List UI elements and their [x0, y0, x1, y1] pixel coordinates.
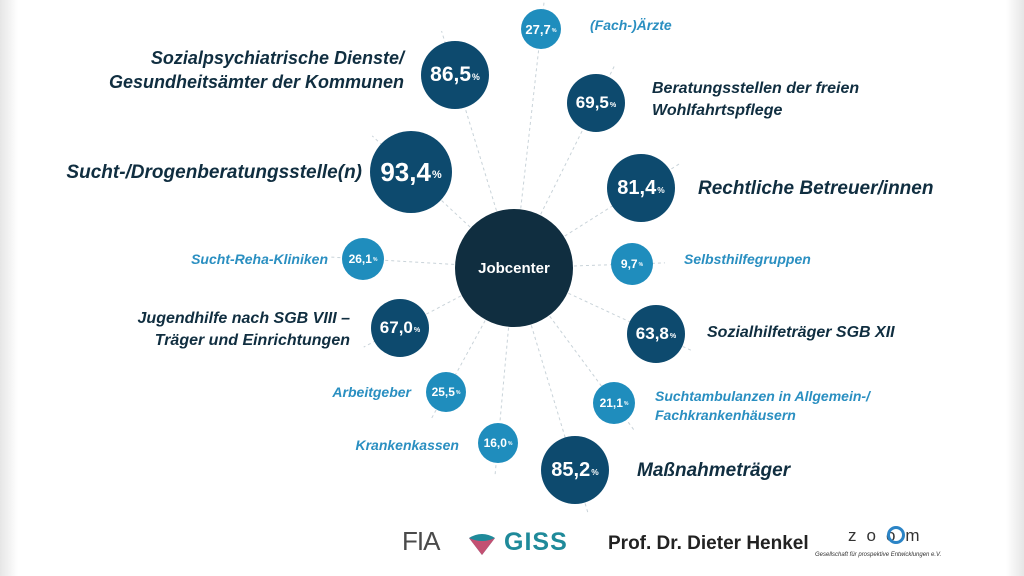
giss-logo-icon — [469, 534, 495, 555]
node-unit: % — [507, 441, 513, 448]
node-sozialpsychiatrie: 86,5% — [421, 41, 489, 109]
jobcenter-label: Jobcenter — [478, 259, 550, 277]
label-line: Rechtliche Betreuer/innen — [698, 178, 934, 199]
node-unit: % — [591, 467, 599, 478]
jobcenter-hub: Jobcenter — [455, 209, 573, 327]
node-unit: % — [669, 331, 677, 340]
label-line: Gesundheitsämter der Kommunen — [108, 72, 404, 93]
node-suchtambulanzen: 21,1% — [593, 382, 635, 424]
label-line: Wohlfahrtspflege — [652, 101, 783, 119]
label-line: Krankenkassen — [355, 437, 459, 453]
label-line: Jugendhilfe nach SGB VIII – — [137, 310, 350, 327]
author-name: Prof. Dr. Dieter Henkel — [608, 533, 809, 554]
node-unit: % — [372, 257, 378, 264]
node-sozialhilfe: 63,8% — [627, 305, 685, 363]
node-krankenkassen: 16,0% — [478, 423, 518, 463]
label-line: Maßnahmeträger — [637, 460, 791, 481]
label-sozialpsychiatrie: Sozialpsychiatrische Dienste/Gesundheits… — [109, 46, 404, 95]
spoke-line-jugendhilfe — [363, 267, 515, 348]
node-reha: 26,1% — [342, 238, 384, 280]
node-unit: % — [638, 262, 644, 269]
label-line: Suchtambulanzen in Allgemein-/ — [655, 388, 870, 404]
node-value: 27,7 — [525, 21, 551, 37]
node-unit: % — [657, 185, 665, 196]
left-edge-shade — [0, 0, 18, 576]
label-line: Sucht-Reha-Kliniken — [191, 251, 328, 267]
label-beratungsstellen: Beratungsstellen der freien Wohlfahrtspfl… — [652, 78, 859, 121]
node-massnahmetraeger: 85,2% — [541, 436, 609, 504]
node-value: 21,1 — [599, 396, 623, 410]
node-value: 93,4 — [380, 156, 431, 187]
label-sozialhilfe: Sozialhilfeträger SGB XII — [707, 322, 895, 344]
label-massnahmetraeger: Maßnahmeträger — [637, 458, 790, 484]
node-value: 63,8 — [635, 324, 669, 343]
label-suchtambulanzen: Suchtambulanzen in Allgemein-/ Fachkranke… — [655, 387, 870, 425]
label-line: Beratungsstellen der freien — [652, 80, 860, 97]
node-betreuer: 81,4% — [607, 154, 675, 222]
node-jugendhilfe: 67,0% — [371, 299, 429, 357]
node-aerzte: 27,7% — [521, 9, 561, 49]
node-arbeitgeber: 25,5% — [426, 372, 466, 412]
label-line: (Fach-)Ärzte — [590, 17, 672, 33]
node-value: 25,5 — [431, 385, 455, 399]
node-value: 9,7 — [620, 257, 638, 271]
node-unit: % — [609, 100, 617, 109]
label-line: Selbsthilfegruppen — [684, 251, 811, 267]
node-unit: % — [472, 72, 480, 83]
giss-logo: GISS — [504, 528, 568, 556]
node-unit: % — [623, 401, 629, 408]
label-betreuer: Rechtliche Betreuer/innen — [698, 176, 933, 202]
label-line: Sucht-/Drogenberatungsstelle(n) — [66, 162, 362, 183]
node-value: 26,1 — [348, 252, 372, 266]
node-selbsthilfe: 9,7% — [611, 243, 653, 285]
node-value: 16,0 — [483, 436, 507, 450]
label-selbsthilfe: Selbsthilfegruppen — [684, 250, 811, 269]
node-value: 86,5 — [430, 63, 472, 86]
label-line: Arbeitgeber — [332, 384, 411, 400]
label-arbeitgeber: Arbeitgeber — [332, 383, 411, 402]
node-value: 81,4 — [617, 176, 657, 199]
label-line: Fachkrankenhäusern — [655, 406, 796, 423]
label-jugendhilfe: Jugendhilfe nach SGB VIII – Träger und Ei… — [138, 308, 350, 351]
label-krankenkassen: Krankenkassen — [355, 436, 459, 455]
label-sucht-drogen: Sucht-/Drogenberatungsstelle(n) — [66, 160, 362, 186]
node-unit: % — [551, 27, 557, 34]
node-unit: % — [431, 169, 442, 181]
label-reha: Sucht-Reha-Kliniken — [191, 250, 328, 269]
node-value: 85,2 — [551, 458, 591, 481]
node-value: 69,5 — [575, 93, 609, 112]
zoom-tagline: Gesellschaft für prospektive Entwicklung… — [815, 552, 942, 558]
node-beratungsstellen: 69,5% — [567, 74, 625, 132]
node-value: 67,0 — [379, 318, 413, 337]
fia-logo: FIA — [402, 526, 440, 556]
node-unit: % — [413, 325, 421, 334]
node-unit: % — [455, 390, 461, 397]
label-line: Sozialhilfeträger SGB XII — [707, 324, 895, 341]
zoom-logo-ring-icon — [887, 526, 905, 544]
spoke-line-krankenkassen — [494, 267, 515, 475]
label-line: Sozialpsychiatrische Dienste/ — [150, 48, 404, 68]
label-line: Träger und Einrichtungen — [154, 331, 350, 349]
right-edge-shade — [1006, 0, 1024, 576]
node-sucht-drogen: 93,4% — [370, 131, 452, 213]
label-aerzte: (Fach-)Ärzte — [590, 16, 672, 35]
